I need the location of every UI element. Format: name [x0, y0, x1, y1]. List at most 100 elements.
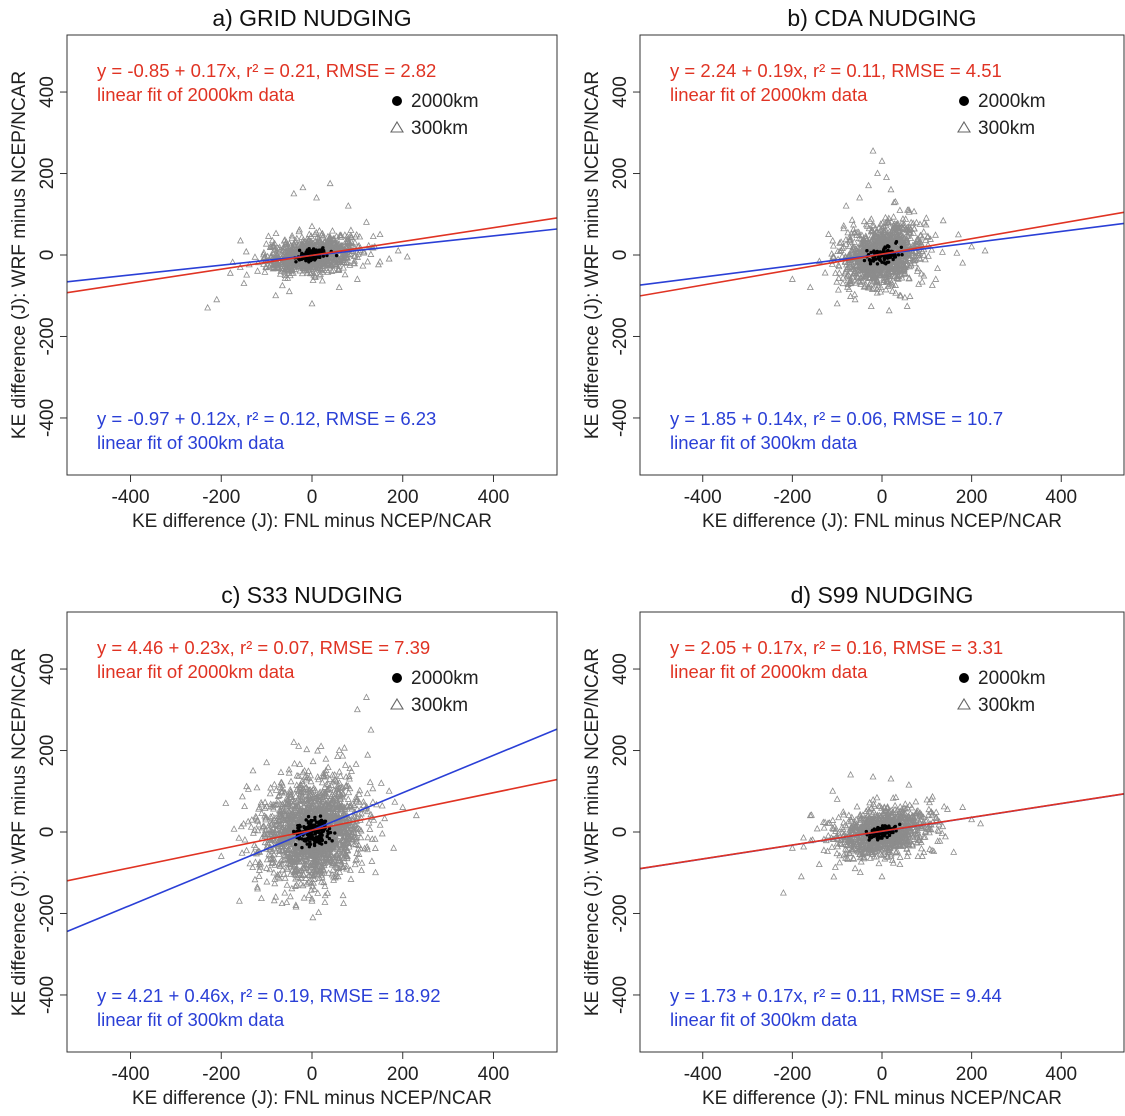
point-300km — [306, 262, 314, 270]
point-300km — [305, 858, 313, 865]
panel-title: b) CDA NUDGING — [787, 5, 976, 31]
point-300km — [318, 276, 326, 284]
point-300km — [257, 798, 265, 806]
point-300km — [315, 908, 323, 916]
point-300km — [286, 825, 294, 832]
point-300km — [304, 851, 312, 858]
point-2000km — [318, 821, 323, 825]
point-300km — [285, 765, 293, 773]
point-300km — [355, 798, 363, 805]
point-300km — [300, 864, 308, 871]
point-300km — [834, 286, 842, 293]
y-tick-label: 200 — [610, 158, 631, 190]
point-300km — [361, 844, 369, 852]
point-300km — [341, 270, 349, 278]
point-300km — [280, 789, 288, 796]
point-2000km — [313, 250, 317, 254]
point-300km — [314, 860, 322, 867]
y-tick-label: -400 — [37, 399, 58, 437]
point-2000km — [883, 254, 887, 258]
point-2000km — [865, 249, 869, 253]
x-tick-label: 400 — [478, 1064, 510, 1085]
point-300km — [348, 233, 356, 240]
x-tick-label: 400 — [478, 487, 510, 508]
point-300km — [328, 262, 336, 269]
point-300km — [849, 262, 857, 270]
point-300km — [880, 227, 888, 234]
point-300km — [340, 744, 348, 751]
point-300km — [305, 236, 312, 244]
point-300km — [884, 261, 892, 269]
point-300km — [314, 773, 322, 780]
point-2000km — [303, 839, 308, 843]
point-300km — [283, 814, 290, 822]
y-tick-label: 0 — [37, 250, 58, 261]
point-300km — [317, 806, 325, 813]
point-300km — [316, 843, 324, 851]
point-300km — [305, 788, 313, 796]
point-300km — [332, 869, 340, 877]
x-axis-label: KE difference (J): FNL minus NCEP/NCAR — [702, 1088, 1062, 1109]
point-300km — [319, 865, 327, 872]
point-300km — [277, 267, 285, 274]
point-300km — [883, 173, 890, 180]
point-300km — [261, 830, 269, 838]
point-300km — [959, 259, 967, 266]
point-2000km — [884, 262, 888, 266]
point-2000km — [883, 245, 888, 250]
point-300km — [298, 244, 306, 251]
point-300km — [312, 862, 320, 869]
point-300km — [217, 852, 225, 859]
point-300km — [905, 223, 913, 231]
point-300km — [940, 802, 948, 810]
point-300km — [847, 274, 855, 282]
point-300km — [378, 801, 386, 809]
point-300km — [910, 224, 918, 232]
point-300km — [263, 758, 271, 766]
point-300km — [289, 797, 297, 805]
point-300km — [283, 263, 291, 271]
point-300km — [351, 860, 359, 868]
point-300km — [325, 803, 333, 811]
point-2000km — [333, 831, 337, 835]
point-300km — [222, 799, 230, 806]
point-300km — [315, 238, 323, 245]
point-300km — [295, 742, 303, 749]
x-tick-label: 0 — [307, 487, 318, 508]
point-300km — [279, 824, 287, 831]
point-300km — [334, 803, 342, 811]
point-300km — [357, 866, 365, 873]
y-tick-label: 200 — [37, 735, 58, 767]
point-300km — [296, 760, 304, 768]
point-300km — [357, 809, 365, 817]
point-300km — [378, 829, 386, 837]
point-300km — [355, 841, 363, 848]
legend-label-2000km: 2000km — [411, 91, 479, 112]
point-300km — [343, 258, 351, 265]
point-300km — [339, 841, 347, 848]
point-300km — [299, 802, 307, 810]
point-300km — [251, 826, 259, 833]
point-300km — [917, 838, 925, 845]
point-300km — [235, 834, 243, 841]
point-300km — [848, 229, 856, 237]
point-300km — [336, 794, 344, 802]
point-300km — [371, 835, 379, 842]
point-300km — [364, 257, 372, 265]
point-2000km — [334, 253, 339, 258]
point-2000km — [887, 244, 891, 249]
point-300km — [825, 230, 833, 237]
point-300km — [291, 882, 299, 889]
point-300km — [267, 784, 275, 791]
legend-label-2000km: 2000km — [411, 668, 479, 689]
point-300km — [295, 838, 303, 846]
point-300km — [854, 267, 862, 274]
point-300km — [343, 847, 351, 854]
point-300km — [336, 868, 344, 875]
point-300km — [337, 824, 345, 832]
point-300km — [899, 224, 907, 231]
point-300km — [314, 747, 322, 754]
point-2000km — [869, 250, 873, 255]
point-2000km — [900, 253, 904, 257]
